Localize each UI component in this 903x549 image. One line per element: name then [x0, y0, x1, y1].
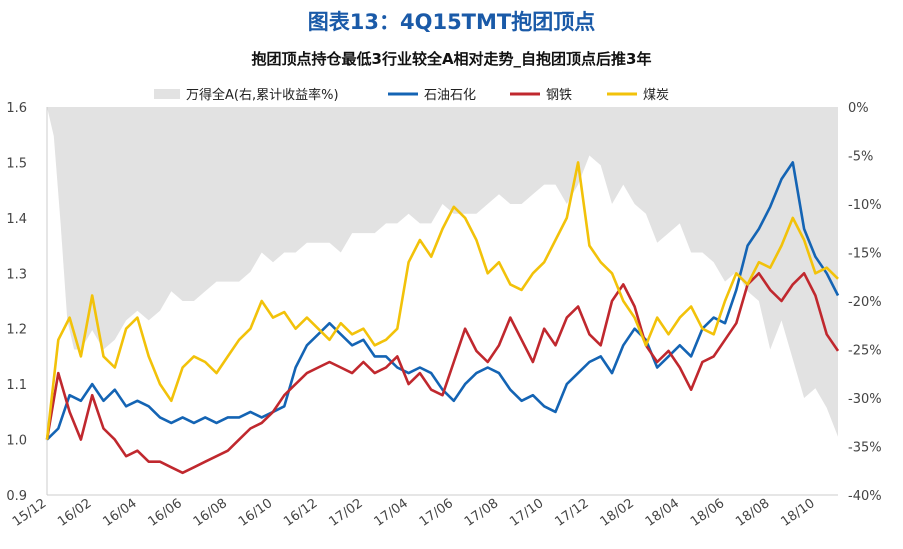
legend-label-area: 万得全A(右,累计收益率%)	[186, 87, 339, 103]
y-left-tick-label: 1.0	[6, 434, 27, 449]
y-right-tick-label: -25%	[848, 344, 882, 359]
y-right-tick-label: 0%	[848, 101, 869, 116]
y-right-tick-label: -20%	[848, 295, 882, 310]
y-right-tick-label: -5%	[848, 150, 873, 165]
y-right-tick-label: -15%	[848, 247, 882, 262]
area-wind-all-a	[47, 107, 838, 437]
legend-label-series-0: 石油石化	[424, 88, 476, 103]
y-right-tick-label: -40%	[848, 489, 882, 504]
x-tick-label: 18/10	[778, 496, 817, 530]
x-tick-label: 18/04	[643, 496, 682, 530]
x-tick-label: 17/12	[552, 496, 591, 530]
figure-title: 图表13：4Q15TMT抱团顶点	[307, 10, 596, 34]
legend-label-series-1: 钢铁	[546, 88, 572, 103]
x-tick-label: 16/12	[281, 496, 320, 530]
y-right-tick-label: -10%	[848, 198, 882, 213]
y-left-tick-label: 1.1	[6, 378, 27, 393]
y-left-tick-label: 1.2	[6, 323, 27, 338]
x-tick-label: 16/10	[236, 496, 275, 530]
series-line-2	[45, 161, 839, 440]
y-right-tick-label: -30%	[848, 392, 882, 407]
legend-label-series-2: 煤炭	[643, 88, 669, 103]
x-tick-label: 17/08	[462, 496, 501, 530]
x-tick-label: 18/02	[598, 496, 637, 530]
x-tick-label: 16/02	[55, 496, 94, 530]
y-left-tick-label: 0.9	[6, 489, 27, 504]
x-tick-label: 16/06	[146, 496, 185, 530]
chart-subtitle: 抱团顶点持仓最低3行业较全A相对走势_自抱团顶点后推3年	[251, 50, 652, 68]
x-tick-label: 16/08	[191, 496, 230, 530]
x-tick-label: 18/06	[688, 496, 727, 530]
y-left-tick-label: 1.4	[6, 212, 27, 227]
series-line-1	[45, 271, 840, 475]
legend: 万得全A(右,累计收益率%) 石油石化 钢铁 煤炭	[154, 87, 669, 103]
x-tick-label: 17/02	[326, 496, 365, 530]
x-tick-label: 17/04	[372, 496, 411, 530]
y-left-tick-label: 1.5	[6, 156, 27, 171]
x-tick-label: 17/06	[417, 496, 456, 530]
series-line-0	[46, 161, 840, 441]
x-tick-label: 16/04	[100, 496, 139, 530]
y-left-tick-label: 1.3	[6, 267, 27, 282]
x-tick-label: 17/10	[507, 496, 546, 530]
y-left-tick-label: 1.6	[6, 101, 27, 116]
legend-swatch-area	[154, 89, 180, 99]
x-tick-label: 18/08	[733, 496, 772, 530]
y-right-tick-label: -35%	[848, 441, 882, 456]
